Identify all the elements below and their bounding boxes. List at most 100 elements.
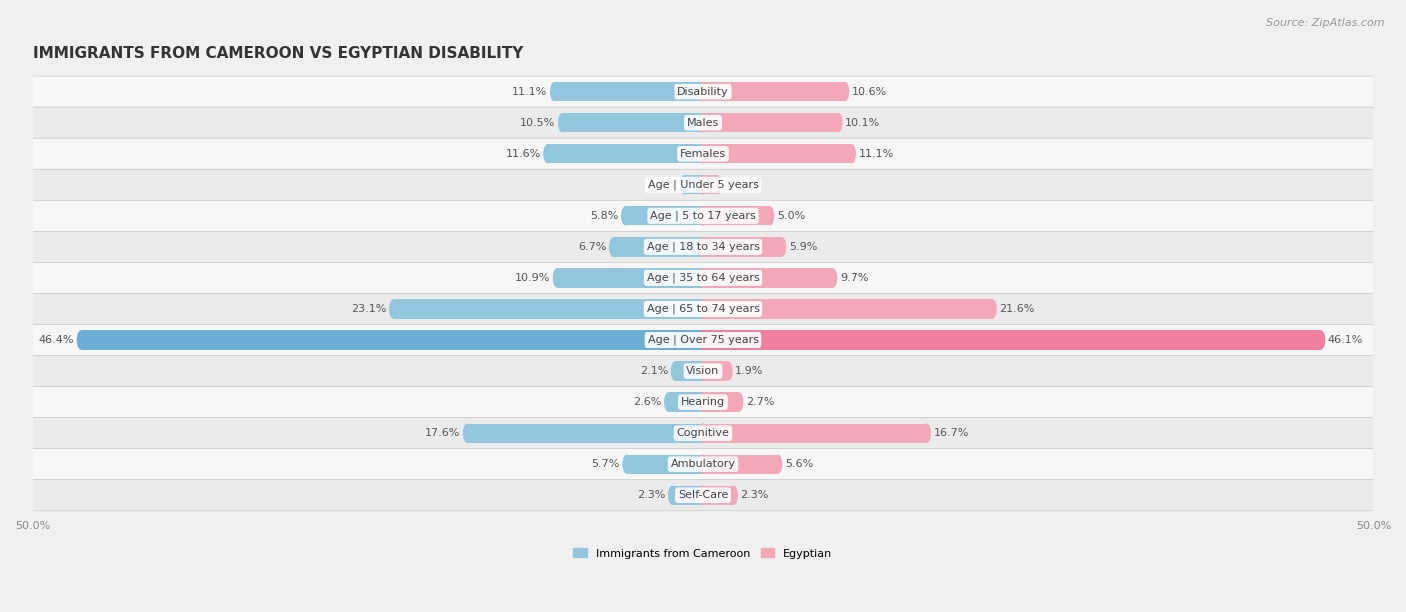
Bar xyxy=(703,392,740,412)
Text: 2.3%: 2.3% xyxy=(741,490,769,500)
Bar xyxy=(703,82,845,102)
Text: Age | 5 to 17 years: Age | 5 to 17 years xyxy=(650,211,756,221)
Text: 5.7%: 5.7% xyxy=(592,459,620,469)
Circle shape xyxy=(664,392,672,412)
Circle shape xyxy=(699,392,707,412)
Circle shape xyxy=(730,485,738,505)
Circle shape xyxy=(724,362,733,381)
Text: Age | Under 5 years: Age | Under 5 years xyxy=(648,179,758,190)
Bar xyxy=(703,175,717,195)
Bar xyxy=(82,330,703,349)
Legend: Immigrants from Cameroon, Egyptian: Immigrants from Cameroon, Egyptian xyxy=(569,544,837,563)
Circle shape xyxy=(699,113,707,132)
Circle shape xyxy=(830,268,837,288)
Circle shape xyxy=(699,330,707,349)
Bar xyxy=(467,424,703,442)
Text: Self-Care: Self-Care xyxy=(678,490,728,500)
Bar xyxy=(703,237,782,256)
Circle shape xyxy=(699,206,707,225)
Circle shape xyxy=(621,206,630,225)
Bar xyxy=(547,144,703,163)
Circle shape xyxy=(699,113,707,132)
Text: 10.9%: 10.9% xyxy=(515,273,550,283)
Text: IMMIGRANTS FROM CAMEROON VS EGYPTIAN DISABILITY: IMMIGRANTS FROM CAMEROON VS EGYPTIAN DIS… xyxy=(32,46,523,61)
Bar xyxy=(685,175,703,195)
Bar xyxy=(703,299,993,319)
Text: 46.1%: 46.1% xyxy=(1327,335,1364,345)
Circle shape xyxy=(988,299,997,319)
Circle shape xyxy=(699,455,707,474)
Circle shape xyxy=(699,268,707,288)
Circle shape xyxy=(922,424,931,442)
Text: 23.1%: 23.1% xyxy=(352,304,387,314)
Text: 16.7%: 16.7% xyxy=(934,428,969,438)
Bar xyxy=(668,392,703,412)
Bar xyxy=(703,144,852,163)
Circle shape xyxy=(766,206,775,225)
FancyBboxPatch shape xyxy=(32,107,1374,138)
Bar xyxy=(703,113,838,132)
FancyBboxPatch shape xyxy=(32,231,1374,263)
Text: 21.6%: 21.6% xyxy=(1000,304,1035,314)
Bar xyxy=(703,330,1322,349)
Circle shape xyxy=(463,424,471,442)
Text: 2.6%: 2.6% xyxy=(633,397,661,407)
Text: 1.4%: 1.4% xyxy=(650,180,678,190)
Text: 2.7%: 2.7% xyxy=(747,397,775,407)
FancyBboxPatch shape xyxy=(32,138,1374,170)
Bar xyxy=(703,268,832,288)
FancyBboxPatch shape xyxy=(32,263,1374,293)
Text: Vision: Vision xyxy=(686,366,720,376)
Circle shape xyxy=(699,362,707,381)
Bar xyxy=(627,455,703,474)
Circle shape xyxy=(699,485,707,505)
Circle shape xyxy=(848,144,856,163)
Text: Age | 65 to 74 years: Age | 65 to 74 years xyxy=(647,304,759,314)
Circle shape xyxy=(699,455,707,474)
Bar xyxy=(703,485,734,505)
Text: Ambulatory: Ambulatory xyxy=(671,459,735,469)
FancyBboxPatch shape xyxy=(32,76,1374,107)
FancyBboxPatch shape xyxy=(32,356,1374,387)
Text: 10.5%: 10.5% xyxy=(520,118,555,128)
Text: Disability: Disability xyxy=(678,87,728,97)
Bar xyxy=(557,268,703,288)
FancyBboxPatch shape xyxy=(32,293,1374,324)
Bar xyxy=(672,485,703,505)
Circle shape xyxy=(699,392,707,412)
Text: 46.4%: 46.4% xyxy=(39,335,75,345)
Bar xyxy=(703,362,728,381)
FancyBboxPatch shape xyxy=(32,324,1374,356)
Circle shape xyxy=(699,424,707,442)
Text: 5.0%: 5.0% xyxy=(776,211,806,221)
Text: 1.9%: 1.9% xyxy=(735,366,763,376)
Text: 10.6%: 10.6% xyxy=(852,87,887,97)
Text: Source: ZipAtlas.com: Source: ZipAtlas.com xyxy=(1267,18,1385,28)
Text: Age | 18 to 34 years: Age | 18 to 34 years xyxy=(647,242,759,252)
Text: 11.1%: 11.1% xyxy=(512,87,547,97)
Bar xyxy=(613,237,703,256)
Circle shape xyxy=(699,268,707,288)
Bar xyxy=(703,455,778,474)
Circle shape xyxy=(714,175,721,195)
Circle shape xyxy=(623,455,631,474)
Text: Hearing: Hearing xyxy=(681,397,725,407)
Circle shape xyxy=(77,330,84,349)
Circle shape xyxy=(699,206,707,225)
Bar xyxy=(554,82,703,102)
Circle shape xyxy=(778,237,786,256)
Bar xyxy=(394,299,703,319)
Circle shape xyxy=(699,82,707,102)
Circle shape xyxy=(735,392,744,412)
Text: 5.8%: 5.8% xyxy=(591,211,619,221)
Circle shape xyxy=(609,237,617,256)
Circle shape xyxy=(834,113,842,132)
Circle shape xyxy=(699,82,707,102)
Text: Females: Females xyxy=(681,149,725,159)
FancyBboxPatch shape xyxy=(32,449,1374,480)
Circle shape xyxy=(558,113,567,132)
Text: 2.1%: 2.1% xyxy=(640,366,668,376)
Text: Age | Over 75 years: Age | Over 75 years xyxy=(648,335,758,345)
Circle shape xyxy=(841,82,849,102)
Text: 5.6%: 5.6% xyxy=(785,459,813,469)
